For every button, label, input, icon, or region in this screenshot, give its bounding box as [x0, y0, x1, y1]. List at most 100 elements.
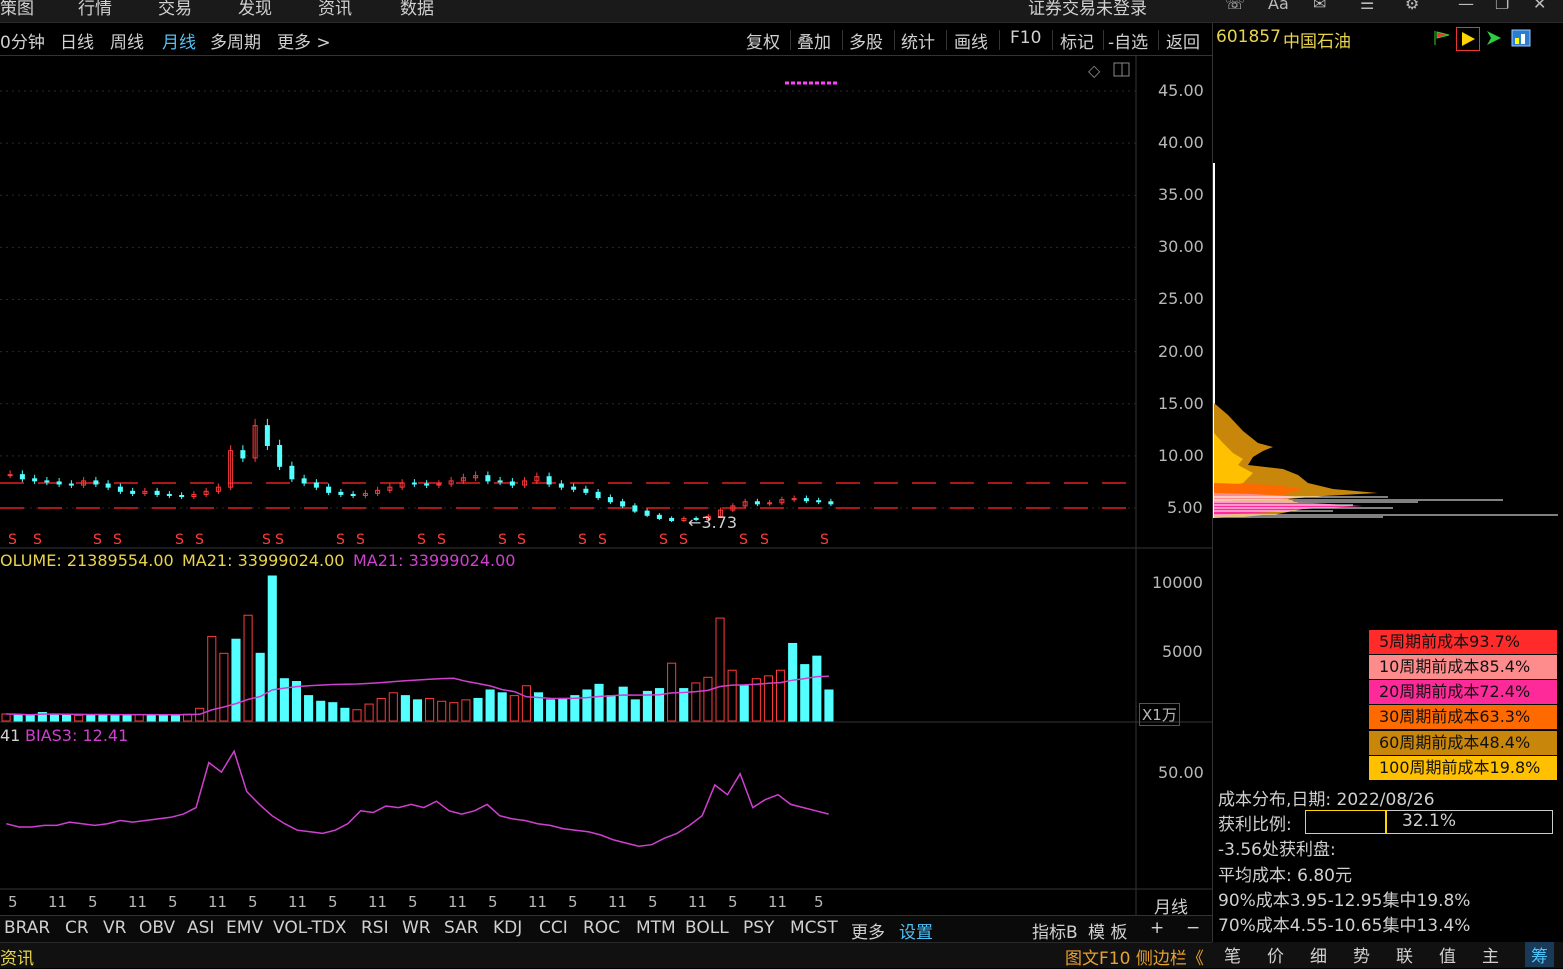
- tab-asi[interactable]: ASI: [187, 918, 215, 938]
- tab-kdj[interactable]: KDJ: [493, 918, 523, 938]
- period-more[interactable]: 更多 >: [277, 33, 331, 53]
- f10-button[interactable]: F10: [1010, 28, 1042, 48]
- tab-cci[interactable]: CCI: [539, 918, 568, 938]
- mail-icon[interactable]: ✉: [1313, 0, 1327, 13]
- template-button[interactable]: 模 板: [1088, 923, 1128, 943]
- tab-sar[interactable]: SAR: [444, 918, 479, 938]
- volume-bar: [86, 714, 96, 722]
- tab-boll[interactable]: BOLL: [685, 918, 729, 938]
- tab-chips[interactable]: 筹: [1525, 942, 1554, 967]
- candle-body: [546, 476, 552, 485]
- menu-item-data[interactable]: 数据: [400, 0, 434, 19]
- chip-chart-icon[interactable]: [1511, 29, 1531, 47]
- tab-rsi[interactable]: RSI: [361, 918, 389, 938]
- period-day[interactable]: 日线: [60, 33, 94, 53]
- draw-line-button[interactable]: 画线: [954, 33, 988, 53]
- tab-emv[interactable]: EMV: [226, 918, 264, 938]
- volume-bar: [255, 652, 265, 722]
- candle-body: [301, 478, 307, 484]
- tab-mcst[interactable]: MCST: [790, 918, 838, 938]
- remove-watchlist-button[interactable]: -自选: [1108, 33, 1149, 53]
- tab-obv[interactable]: OBV: [139, 918, 176, 938]
- tab-wr[interactable]: WR: [402, 918, 431, 938]
- menu-item-chart[interactable]: 策图: [0, 0, 34, 19]
- menu-item-news[interactable]: 资讯: [318, 0, 352, 19]
- candle-body: [338, 491, 344, 495]
- candle-body: [595, 491, 601, 499]
- candle-body: [350, 493, 356, 496]
- tab-settings[interactable]: 设置: [899, 923, 933, 943]
- minimize-icon[interactable]: —: [1458, 0, 1474, 13]
- candle-body: [448, 480, 454, 485]
- signal-marker: S: [679, 532, 688, 548]
- period-month[interactable]: 月线: [162, 33, 196, 53]
- period-min[interactable]: 0分钟: [0, 33, 45, 53]
- candle-body: [289, 465, 295, 480]
- candle-body: [558, 483, 564, 488]
- tab-brar[interactable]: BRAR: [4, 918, 51, 938]
- overlay-button[interactable]: 叠加: [797, 33, 831, 53]
- menu-item-trade[interactable]: 交易: [158, 0, 192, 19]
- volume-bar: [533, 692, 544, 722]
- font-size-icon[interactable]: Aa: [1268, 0, 1289, 13]
- tab-related[interactable]: 联: [1396, 947, 1413, 967]
- tab-vol-tdx[interactable]: VOL-TDX: [273, 918, 347, 938]
- candle-body: [93, 480, 99, 485]
- candle-body: [730, 505, 736, 511]
- arrow-icon[interactable]: [1485, 29, 1503, 47]
- volume-bar: [509, 695, 519, 722]
- time-tick: 11: [688, 893, 708, 911]
- tab-price[interactable]: 价: [1267, 947, 1284, 967]
- sidebar-toggle[interactable]: 图文F10 侧边栏《: [1065, 949, 1204, 969]
- cost-row: 5周期前成本93.7%: [1369, 630, 1557, 654]
- volume-ma-line: [6, 675, 829, 716]
- indicator-b-button[interactable]: 指标B: [1032, 923, 1078, 943]
- close-icon[interactable]: ✕: [1533, 0, 1547, 13]
- back-button[interactable]: 返回: [1166, 33, 1200, 53]
- tab-trades[interactable]: 笔: [1224, 947, 1241, 967]
- settings-icon[interactable]: ⚙: [1405, 0, 1420, 13]
- headset-icon[interactable]: ☏: [1225, 0, 1246, 13]
- volume-bar: [110, 714, 120, 722]
- candle-body: [669, 517, 675, 522]
- cost-date: 成本分布,日期: 2022/08/26: [1218, 790, 1435, 810]
- tab-roc[interactable]: ROC: [583, 918, 621, 938]
- account-status[interactable]: 证券交易未登录: [1028, 0, 1147, 19]
- time-tick: 5: [88, 893, 98, 911]
- tab-value[interactable]: 值: [1439, 947, 1456, 967]
- news-link[interactable]: 资讯: [0, 949, 34, 969]
- volume-bar: [328, 702, 338, 722]
- tab-main[interactable]: 主: [1482, 947, 1499, 967]
- restore-icon[interactable]: ❐: [1495, 0, 1510, 13]
- tab-vr[interactable]: VR: [103, 918, 127, 938]
- menu-item-quotes[interactable]: 行情: [78, 0, 112, 19]
- cost-row: 100周期前成本19.8%: [1369, 756, 1557, 780]
- mark-button[interactable]: 标记: [1060, 33, 1094, 53]
- candle-body: [277, 444, 283, 467]
- adjust-button[interactable]: 复权: [746, 33, 780, 53]
- time-tick: 11: [368, 893, 388, 911]
- multi-stock-button[interactable]: 多股: [849, 33, 883, 53]
- volume-bar: [400, 695, 410, 722]
- tab-psy[interactable]: PSY: [743, 918, 775, 938]
- tab-detail[interactable]: 细: [1310, 947, 1327, 967]
- tab-mtm[interactable]: MTM: [636, 918, 676, 938]
- tab-trend[interactable]: 势: [1353, 947, 1370, 967]
- menu-item-discover[interactable]: 发现: [238, 0, 272, 19]
- play-icon[interactable]: [1456, 27, 1480, 51]
- tab-more[interactable]: 更多: [851, 923, 885, 943]
- list-icon[interactable]: ☰: [1360, 0, 1375, 13]
- candle-body: [816, 500, 822, 503]
- period-week[interactable]: 周线: [110, 33, 144, 53]
- candle-body: [264, 425, 270, 446]
- volume-bar: [618, 686, 628, 722]
- stats-button[interactable]: 统计: [901, 33, 935, 53]
- tab-cr[interactable]: CR: [65, 918, 89, 938]
- zoom-in-button[interactable]: +: [1150, 918, 1165, 938]
- flag-icon[interactable]: [1433, 29, 1451, 47]
- period-multi[interactable]: 多周期: [210, 33, 261, 53]
- zoom-out-button[interactable]: −: [1186, 918, 1201, 938]
- volume-bar: [497, 692, 507, 722]
- time-tick: 5: [488, 893, 498, 911]
